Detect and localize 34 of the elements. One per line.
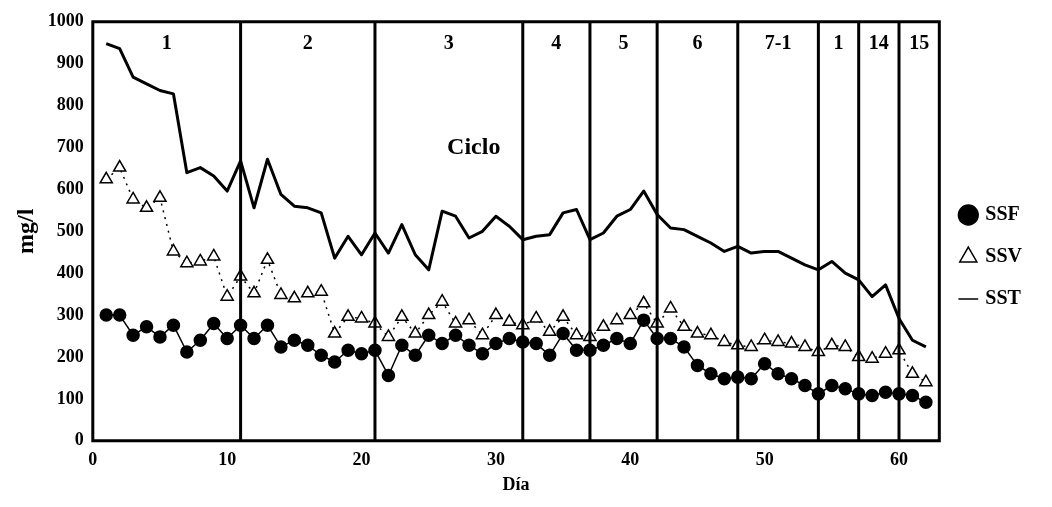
legend-label: SST (985, 286, 1022, 309)
y-tick-label: 200 (56, 345, 84, 366)
x-tick-label: 60 (890, 449, 908, 470)
x-tick-label: 50 (755, 449, 774, 470)
annotation: 1 (833, 30, 844, 53)
y-tick-label: 1000 (47, 10, 84, 31)
x-tick-label: 20 (352, 449, 371, 470)
y-tick-label: 300 (56, 303, 84, 324)
y-tick-label: 100 (56, 387, 84, 408)
x-tick-label: 0 (88, 449, 98, 470)
x-tick-label: 30 (486, 449, 505, 470)
y-axis-title: mg/l (11, 208, 38, 254)
annotation: 1 (161, 30, 172, 53)
x-tick-label: 10 (218, 449, 237, 470)
legend-label: SSF (985, 202, 1020, 225)
y-tick-label: 0 (74, 429, 84, 450)
annotation: 2 (302, 30, 313, 53)
annotation: Ciclo (447, 132, 501, 159)
y-tick-label: 900 (56, 52, 84, 73)
y-tick-label: 600 (56, 178, 84, 199)
y-tick-label: 400 (56, 261, 84, 282)
y-tick-label: 500 (56, 219, 84, 240)
y-tick-label: 800 (56, 94, 84, 115)
annotation: 4 (551, 30, 562, 53)
y-tick-label: 700 (56, 136, 84, 157)
annotation: 15 (909, 30, 930, 53)
annotation: 5 (618, 30, 629, 53)
annotation: 6 (692, 30, 703, 53)
annotation: 3 (443, 30, 454, 53)
annotation: 7-1 (764, 30, 792, 53)
legend-label: SSV (985, 244, 1023, 267)
x-tick-label: 40 (621, 449, 640, 470)
annotation: 14 (868, 30, 889, 53)
x-axis-title: Día (502, 473, 530, 494)
